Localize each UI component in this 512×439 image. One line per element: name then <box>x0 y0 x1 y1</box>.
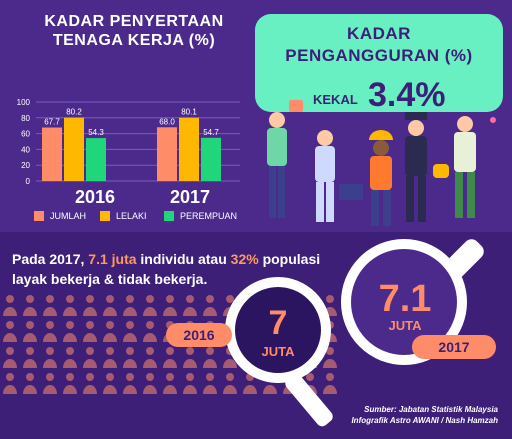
bar-jumlah-2016 <box>42 127 62 181</box>
legend-jumlah: JUMLAH <box>34 211 86 221</box>
bar-lelaki-2017 <box>179 117 199 181</box>
person-silhouette <box>43 321 57 342</box>
person-silhouette <box>143 321 157 342</box>
card-title-line1: KADAR <box>347 24 411 43</box>
person-silhouette <box>63 347 77 368</box>
person-silhouette <box>83 321 97 342</box>
person-silhouette <box>183 347 197 368</box>
person-silhouette <box>23 321 37 342</box>
legend-swatch <box>34 211 44 221</box>
lens-2016-number: 7 <box>268 304 288 342</box>
person-silhouette <box>143 347 157 368</box>
unemployment-value: 3.4% <box>368 76 446 114</box>
person-silhouette <box>183 373 197 394</box>
person-silhouette <box>43 373 57 394</box>
year-label-2017: 2017 <box>169 187 211 207</box>
person-silhouette <box>123 347 137 368</box>
person-silhouette <box>123 321 137 342</box>
person-silhouette <box>23 347 37 368</box>
bar-value-label: 68.0 <box>159 117 175 126</box>
person-silhouette <box>63 321 77 342</box>
chart-title: KADAR PENYERTAAN TENAGA KERJA (%) <box>44 13 224 49</box>
y-tick-label: 100 <box>17 98 31 107</box>
bar-value-label: 80.1 <box>181 108 197 117</box>
bar-perempuan-2016 <box>86 138 106 181</box>
person-silhouette <box>103 295 117 316</box>
statement-text: Pada 2017, 7.1 juta individu atau 32% po… <box>12 251 321 287</box>
person-silhouette <box>103 321 117 342</box>
person-silhouette <box>43 347 57 368</box>
person-silhouette <box>3 321 17 342</box>
person-silhouette <box>323 347 337 368</box>
person-silhouette <box>83 373 97 394</box>
person-silhouette <box>163 373 177 394</box>
person-silhouette <box>143 373 157 394</box>
person-silhouette <box>163 347 177 368</box>
bar-value-label: 54.7 <box>203 128 219 137</box>
person-silhouette <box>3 295 17 316</box>
bar-value-label: 67.7 <box>44 118 60 127</box>
person-silhouette <box>23 373 37 394</box>
person-silhouette <box>63 295 77 316</box>
person-silhouette <box>123 295 137 316</box>
y-tick-label: 60 <box>21 130 30 139</box>
person-silhouette <box>143 295 157 316</box>
bar-jumlah-2017 <box>157 127 177 181</box>
worker-construction <box>369 130 393 226</box>
bar-value-label: 54.3 <box>88 128 104 137</box>
y-tick-label: 80 <box>21 114 30 123</box>
y-tick-label: 20 <box>21 161 30 170</box>
bar-lelaki-2016 <box>64 117 84 181</box>
person-silhouette <box>103 373 117 394</box>
person-silhouette <box>123 373 137 394</box>
worker-police <box>405 112 449 222</box>
card-kekal: KEKAL <box>313 92 358 107</box>
worker-nurse <box>267 100 303 218</box>
person-silhouette <box>63 373 77 394</box>
person-silhouette <box>183 295 197 316</box>
worker-figures-icon <box>267 100 496 226</box>
person-silhouette <box>203 373 217 394</box>
legend-perempuan: PEREMPUAN <box>164 211 237 221</box>
lens-2017-number: 7.1 <box>378 278 432 320</box>
person-silhouette <box>3 373 17 394</box>
person-silhouette <box>3 347 17 368</box>
y-tick-label: 40 <box>21 145 30 154</box>
worker-mechanic <box>315 130 363 222</box>
card-title-line2: PENGANGGURAN (%) <box>285 46 473 65</box>
year-label-2016: 2016 <box>74 187 116 207</box>
person-silhouette <box>103 347 117 368</box>
lens-2017 <box>341 239 484 365</box>
bar-perempuan-2017 <box>201 137 221 181</box>
lens-2017-unit: JUTA <box>388 318 422 333</box>
person-silhouette <box>83 347 97 368</box>
worker-gardener <box>454 116 496 218</box>
unemployment-card: KADAR PENGANGGURAN (%) KEKAL 3.4% <box>255 14 503 114</box>
y-tick-label: 0 <box>26 177 31 186</box>
year-pill-2016: 2016 <box>166 323 232 347</box>
person-silhouette <box>163 295 177 316</box>
legend-swatch <box>100 211 110 221</box>
bar-value-label: 80.2 <box>66 108 82 117</box>
legend-swatch <box>164 211 174 221</box>
lens-2016-unit: JUTA <box>261 344 295 359</box>
year-pill-2017: 2017 <box>412 335 496 359</box>
person-silhouette <box>203 295 217 316</box>
legend-lelaki: LELAKI <box>100 211 147 221</box>
person-silhouette <box>223 373 237 394</box>
person-silhouette <box>323 373 337 394</box>
person-silhouette <box>23 295 37 316</box>
person-silhouette <box>43 295 57 316</box>
person-silhouette <box>203 347 217 368</box>
source-credit: Sumber: Jabatan Statistik Malaysia Infog… <box>351 405 498 425</box>
person-silhouette <box>83 295 97 316</box>
